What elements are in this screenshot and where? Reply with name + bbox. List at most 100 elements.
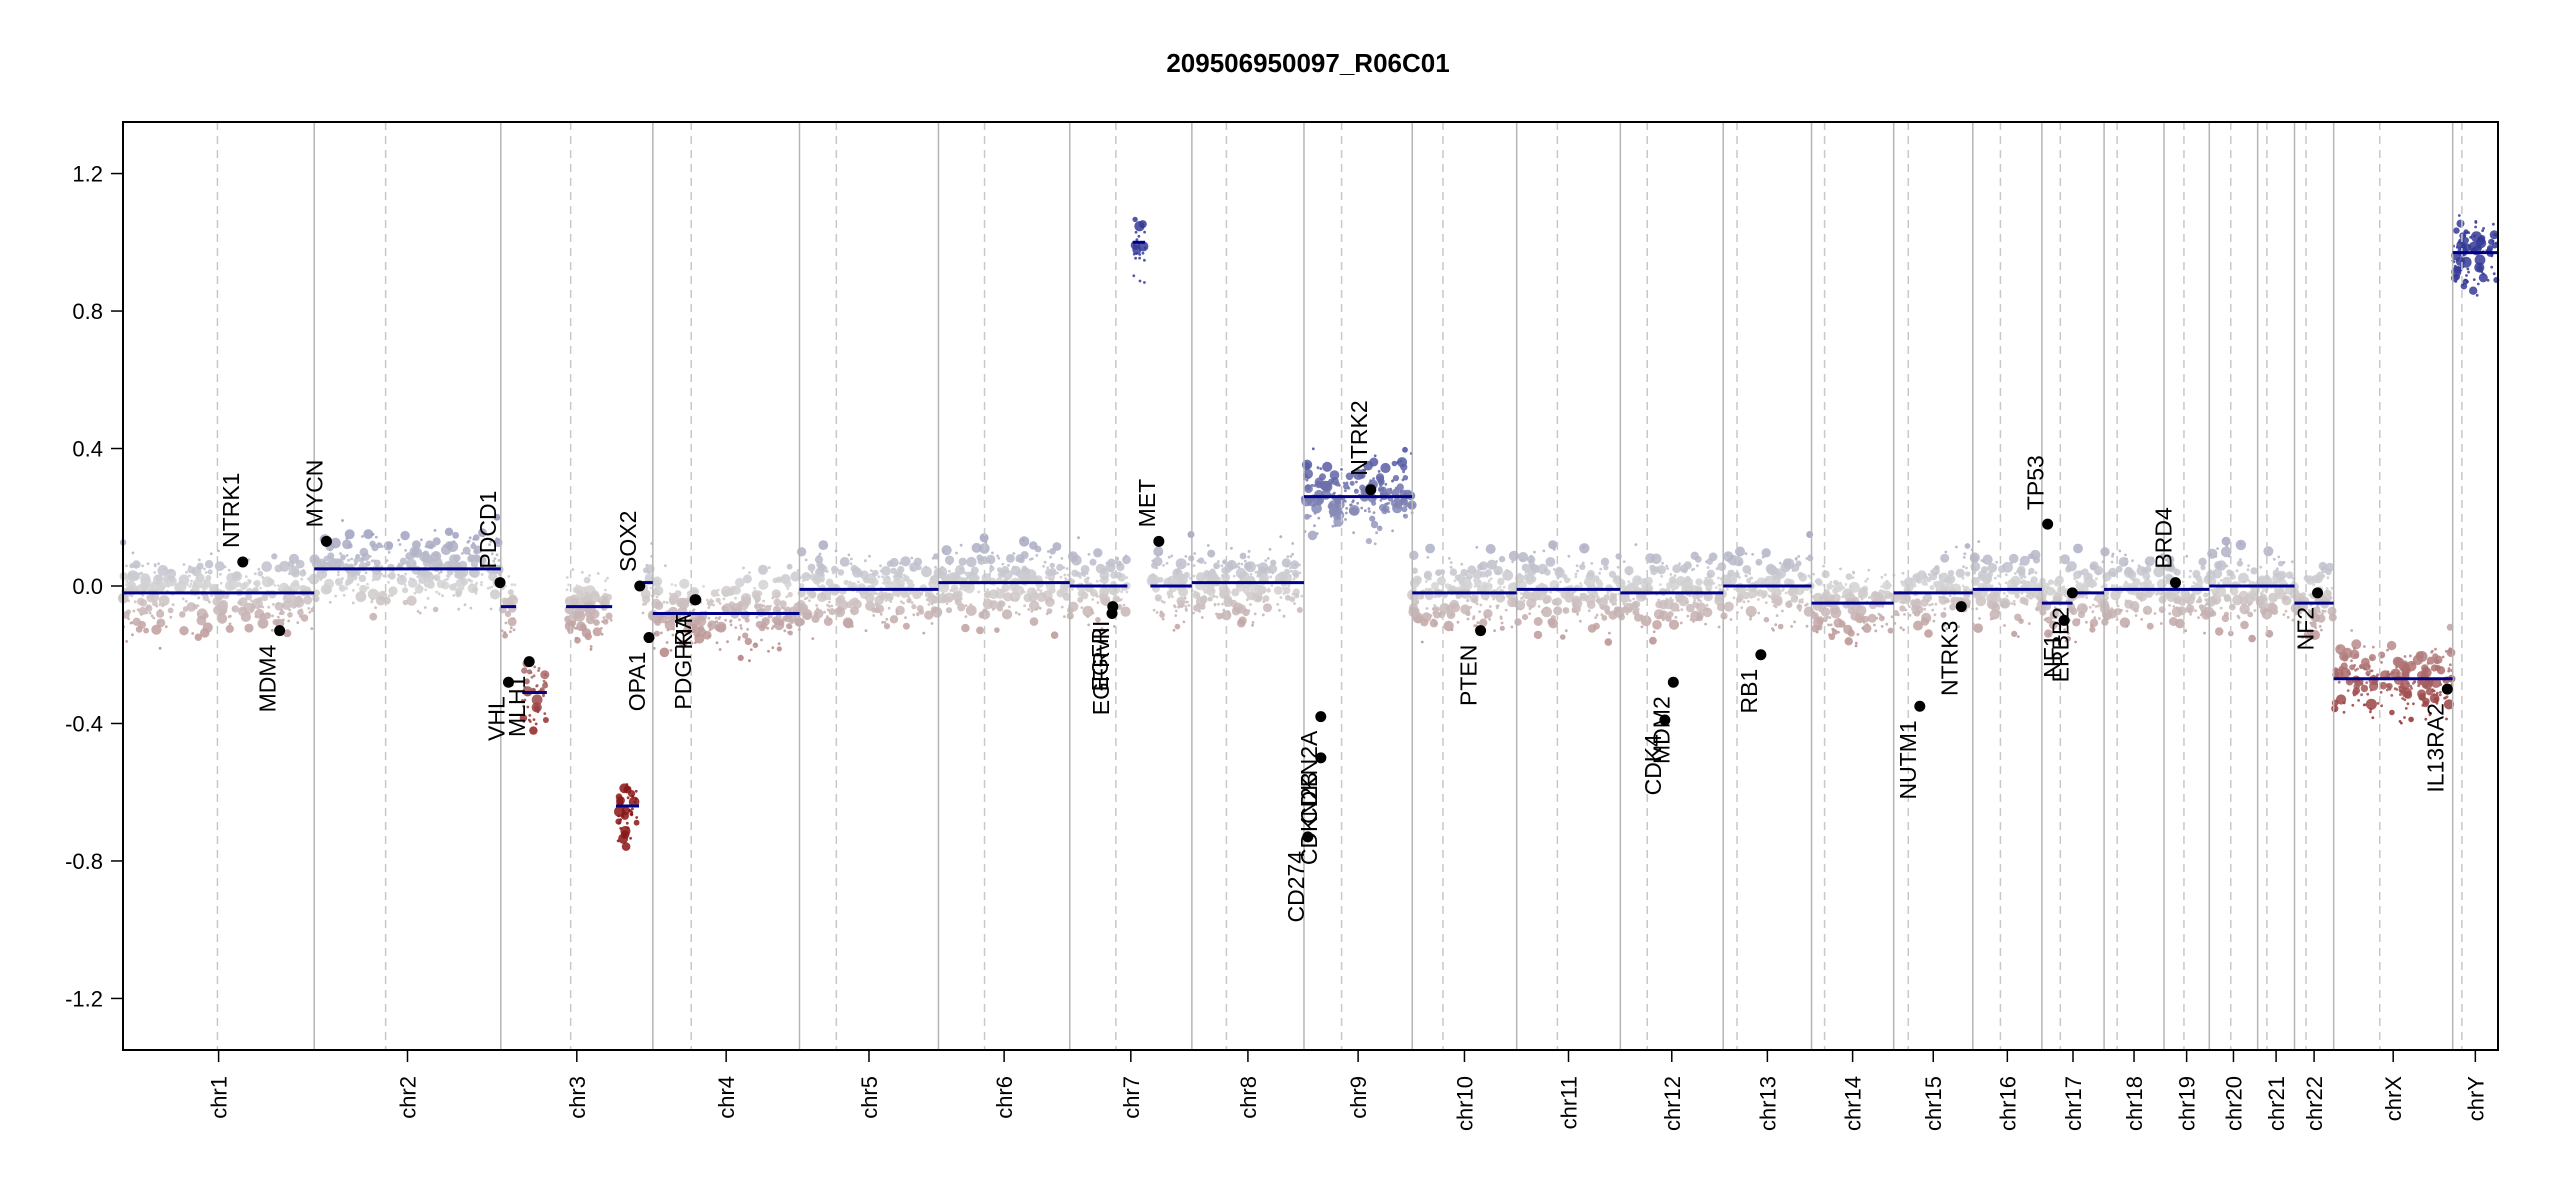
probe-point	[574, 589, 578, 592]
probe-point	[1732, 596, 1736, 600]
probe-point	[1580, 584, 1583, 588]
probe-point	[1649, 636, 1657, 645]
probe-point	[156, 609, 165, 618]
probe-point	[2203, 631, 2206, 635]
probe-point	[997, 571, 1005, 579]
probe-point	[1177, 574, 1188, 585]
probe-point	[1877, 612, 1881, 616]
probe-point	[1089, 582, 1092, 586]
probe-point	[988, 572, 992, 576]
probe-point	[1749, 617, 1752, 621]
probe-point	[2090, 624, 2094, 628]
probe-point	[1947, 576, 1953, 582]
probe-point	[1831, 593, 1841, 603]
probe-point	[2048, 579, 2054, 585]
probe-point	[810, 570, 814, 574]
probe-point	[1708, 552, 1718, 562]
probe-point	[424, 588, 428, 592]
probe-point	[1171, 595, 1174, 599]
probe-point	[2058, 608, 2062, 611]
probe-point	[1426, 575, 1430, 578]
probe-point	[1322, 461, 1333, 472]
probe-point	[228, 622, 232, 626]
probe-point	[2335, 644, 2346, 655]
probe-point	[261, 575, 264, 579]
probe-point	[435, 590, 438, 594]
probe-point	[1356, 501, 1360, 505]
probe-point	[2308, 580, 2312, 583]
probe-point	[1220, 574, 1224, 577]
probe-point	[590, 590, 600, 599]
probe-point	[2434, 647, 2437, 651]
probe-point	[1320, 480, 1332, 492]
probe-point	[1286, 555, 1290, 558]
probe-point	[125, 564, 128, 568]
probe-point	[575, 600, 579, 604]
probe-point	[1425, 607, 1429, 610]
probe-point	[843, 579, 849, 586]
probe-point	[2119, 617, 2131, 628]
probe-point	[886, 593, 890, 597]
probe-point	[1095, 595, 1099, 598]
probe-point	[1426, 556, 1430, 559]
probe-point	[2300, 592, 2307, 598]
probe-point	[401, 562, 405, 566]
probe-point	[1379, 488, 1382, 492]
probe-point	[1494, 569, 1500, 576]
probe-point	[1408, 502, 1415, 509]
probe-point	[1815, 630, 1819, 634]
probe-point	[1473, 578, 1476, 582]
probe-point	[443, 578, 447, 582]
probe-point	[2454, 280, 2458, 283]
probe-point	[722, 589, 730, 597]
gene-point	[1755, 649, 1767, 661]
probe-point	[387, 580, 390, 584]
probe-point	[707, 616, 711, 620]
probe-point	[812, 575, 822, 585]
probe-point	[2380, 661, 2383, 664]
probe-point	[1978, 617, 1981, 620]
probe-point	[1880, 585, 1884, 588]
probe-point	[543, 712, 547, 715]
probe-point	[2069, 607, 2078, 615]
probe-point	[157, 565, 169, 576]
probe-point	[2290, 602, 2302, 614]
probe-point	[816, 561, 824, 569]
probe-point	[1637, 578, 1640, 581]
probe-point	[2236, 560, 2243, 567]
probe-point	[1560, 634, 1566, 640]
probe-point	[432, 606, 439, 613]
probe-point	[1484, 569, 1492, 577]
probe-point	[1354, 488, 1358, 492]
probe-point	[2080, 604, 2088, 612]
probe-point	[1686, 614, 1690, 618]
probe-point	[478, 528, 487, 538]
probe-point	[1345, 472, 1354, 481]
probe-point	[2445, 717, 2448, 721]
probe-point	[1051, 569, 1057, 576]
probe-point	[1498, 585, 1502, 589]
probe-point	[2184, 629, 2188, 633]
probe-point	[2416, 651, 2428, 662]
probe-point	[1413, 582, 1417, 586]
probe-point	[2188, 575, 2192, 579]
probe-point	[1930, 602, 1934, 606]
probe-point	[1620, 584, 1626, 590]
probe-point	[899, 600, 903, 604]
probe-point	[1510, 625, 1514, 629]
probe-point	[512, 628, 516, 632]
probe-point	[1575, 564, 1579, 568]
probe-point	[1337, 484, 1341, 487]
probe-point	[909, 566, 916, 572]
probe-point	[1702, 607, 1713, 618]
probe-point	[1777, 623, 1784, 630]
probe-point	[430, 551, 442, 562]
probe-point	[787, 631, 791, 634]
probe-point	[1172, 628, 1176, 632]
probe-point	[130, 594, 134, 598]
probe-point	[1822, 592, 1826, 596]
probe-point	[2369, 681, 2379, 691]
probe-point	[129, 563, 135, 569]
probe-point	[1660, 575, 1664, 578]
probe-point	[1400, 463, 1408, 471]
